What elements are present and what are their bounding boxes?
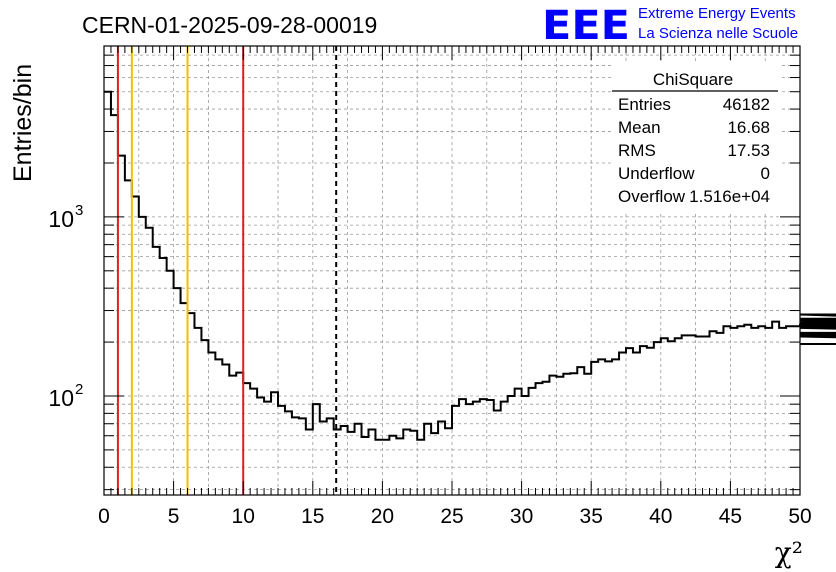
stats-row-value: 1.516e+04 <box>689 187 770 206</box>
x-axis-label: χ² <box>775 536 803 569</box>
x-tick-label: 30 <box>510 505 533 528</box>
reference-lines <box>116 46 338 495</box>
x-tick-label: 50 <box>788 505 811 528</box>
axis-ticks <box>103 46 801 495</box>
y-tick-label-base: 10 <box>48 385 74 411</box>
logo-line-1: Extreme Energy Events <box>638 5 796 22</box>
x-tick-label: 40 <box>649 505 672 528</box>
stats-row-value: 46182 <box>723 95 770 114</box>
logo-line-2: La Scienza nelle Scuole <box>638 25 798 42</box>
y-tick-label-base: 10 <box>48 206 74 232</box>
x-tick-label: 25 <box>440 505 463 528</box>
y-tick-label-exponent: 2 <box>75 381 83 398</box>
plot-frame <box>103 45 801 496</box>
histogram-bars <box>104 90 836 441</box>
x-tick-label: 0 <box>98 505 110 528</box>
stats-row-label: Overflow <box>618 187 686 206</box>
x-tick-label: 45 <box>719 505 742 528</box>
eee-logo: EEE <box>542 3 630 49</box>
stats-box: ChiSquare Entries 46182 Mean 16.68 RMS 17.53 U… <box>612 64 780 214</box>
x-tick-label: 35 <box>580 505 603 528</box>
stats-row-value: 0 <box>761 164 770 183</box>
stats-row-value: 16.68 <box>727 118 770 137</box>
chart-title: CERN-01-2025-09-28-00019 <box>82 12 377 38</box>
stats-row-label: Underflow <box>618 164 695 183</box>
x-tick-label: 20 <box>371 505 394 528</box>
x-tick-label: 15 <box>301 505 324 528</box>
stats-row-label: Entries <box>618 95 671 114</box>
stats-title: ChiSquare <box>653 70 733 89</box>
y-axis-label: Entries/bin <box>9 64 37 182</box>
stats-row-label: RMS <box>618 141 656 160</box>
stats-row-value: 17.53 <box>727 141 770 160</box>
x-tick-labels: 0 5 10 15 20 25 30 35 40 45 50 <box>98 505 812 528</box>
x-tick-label: 10 <box>232 505 255 528</box>
histogram-step-line <box>104 90 836 441</box>
stats-row-label: Mean <box>618 118 661 137</box>
y-tick-label-exponent: 3 <box>75 202 83 219</box>
x-tick-label: 5 <box>168 505 180 528</box>
